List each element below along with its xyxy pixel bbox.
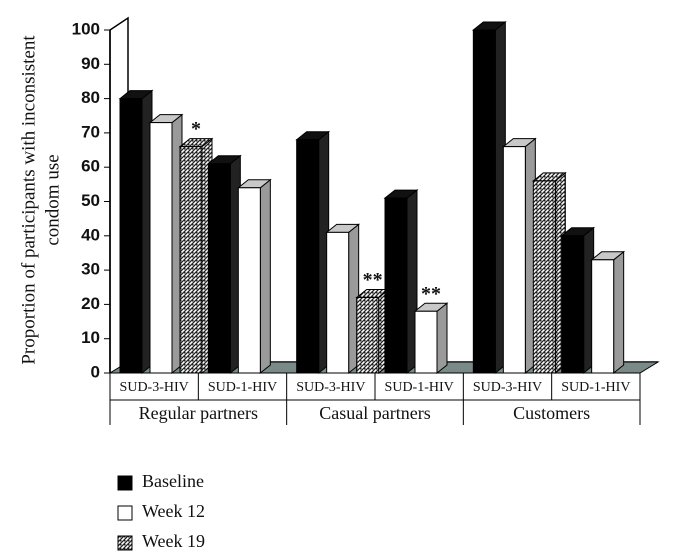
x-tick-label: SUD-3-HIV: [296, 380, 365, 395]
bar: [296, 139, 320, 374]
y-tick-label: 100: [72, 19, 100, 38]
bar: [532, 180, 556, 374]
bar: [414, 310, 438, 374]
legend-label: Baseline: [142, 471, 204, 491]
legend-swatch: [117, 535, 133, 551]
bar: [119, 98, 143, 374]
x-tick-label: SUD-1-HIV: [208, 380, 277, 395]
x-tick-label: SUD-1-HIV: [385, 380, 454, 395]
x-tick-label: SUD-3-HIV: [120, 380, 189, 395]
x-tick-label: SUD-3-HIV: [473, 380, 542, 395]
y-tick-label: 90: [81, 54, 100, 73]
y-tick-label: 60: [81, 157, 100, 176]
y-tick-label: 50: [81, 191, 100, 210]
group-label: Customers: [513, 403, 590, 423]
legend-swatch: [117, 505, 133, 521]
y-tick-label: 30: [81, 260, 100, 279]
bar: [179, 146, 203, 374]
bar: [472, 29, 496, 374]
y-axis-title: Proportion of participants with inconsis…: [18, 35, 63, 365]
bar: [561, 235, 585, 374]
bar: [237, 187, 261, 374]
y-tick-label: 80: [81, 88, 100, 107]
annotation: **: [363, 269, 383, 291]
legend-swatch: [117, 475, 133, 491]
annotation: **: [421, 283, 441, 305]
bar: [591, 259, 615, 374]
y-tick-label: 20: [81, 294, 100, 313]
bar-side: [259, 178, 271, 375]
bar: [384, 197, 408, 374]
bar: [356, 297, 380, 374]
bar-side: [436, 302, 448, 375]
bar: [326, 231, 350, 374]
y-axis-title-line: condom use: [42, 154, 63, 245]
bar: [207, 163, 231, 374]
bar-side: [613, 250, 625, 375]
bar: [502, 146, 526, 374]
y-tick-label: 10: [81, 328, 100, 347]
legend-label: Week 19: [142, 531, 205, 551]
y-tick-label: 40: [81, 225, 100, 244]
y-tick-label: 0: [91, 362, 100, 381]
y-tick-label: 70: [81, 122, 100, 141]
bar: [149, 122, 173, 374]
legend-label: Week 12: [142, 501, 205, 521]
y-axis-title-line: Proportion of participants with inconsis…: [18, 35, 39, 365]
annotation: *: [191, 118, 201, 140]
group-label: Casual partners: [319, 403, 430, 423]
x-tick-label: SUD-1-HIV: [561, 380, 630, 395]
group-label: Regular partners: [139, 403, 258, 423]
